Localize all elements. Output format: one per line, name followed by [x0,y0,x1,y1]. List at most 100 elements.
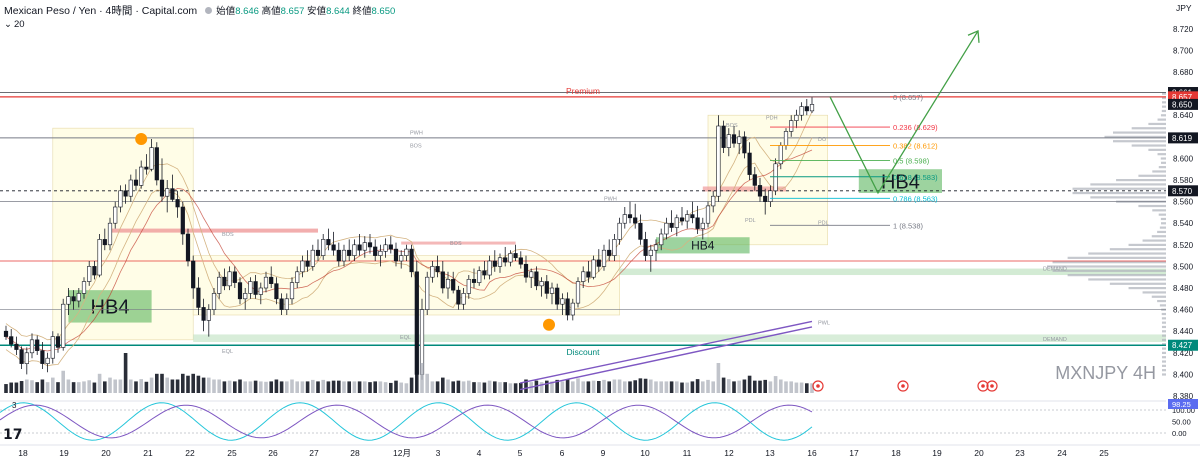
volume-bar [227,380,232,393]
volume-bar [727,379,731,393]
structure-label: PWH [604,197,617,203]
price-tick-label: 8.560 [1173,198,1194,207]
structure-labels: PWH BOS BOS BOS EQL EQL PWH BOS DO PDH PDL DEMAND DE… [222,116,1067,355]
candle [456,285,461,310]
candle [466,275,471,299]
candle-body [633,217,638,224]
volume-bar [753,380,757,393]
event-dot-icon [816,384,820,388]
volume-bar [217,379,221,393]
volume-bar [25,379,29,393]
candle [726,128,731,157]
candle [315,239,321,261]
candle-body [393,248,399,262]
candle-body [534,271,539,287]
event-circle-icon [986,380,998,392]
volume-profile-bar [1157,299,1166,303]
time-axis-label: 11 [683,448,692,458]
candle-body [258,287,263,295]
volume-profile-bar [1159,304,1166,307]
candle-body [295,271,300,283]
candle [45,352,50,373]
volume-bar [799,382,804,393]
volume-profile-bar [1148,122,1166,126]
price-badge [1168,91,1198,103]
tradingview-logo-icon[interactable]: 17 [3,427,23,443]
volume-bar [664,381,669,393]
candle [347,239,352,261]
candle [19,346,24,369]
volume-bar [295,381,299,393]
candle [295,266,300,288]
volume-profile-bar [1157,230,1166,234]
candle [269,266,274,288]
candle [679,207,685,226]
candle [503,246,508,267]
volume-profile-bar [1128,243,1166,246]
candle-body [648,249,653,256]
volume-bar [212,379,216,393]
candle-body [128,179,133,197]
volume-bar [732,381,736,393]
time-axis-label: 5 [518,448,523,458]
candle-body [284,298,289,310]
candle-body [243,293,248,300]
candle-body [716,125,721,197]
ohlc-high-label: 高値 [261,6,281,17]
chevron-down-icon[interactable]: ⌄ [4,19,12,30]
candle [643,231,648,261]
candle-body [378,250,383,256]
price-tick-label: 8.420 [1173,349,1194,358]
volume-toggle[interactable]: ⌄ 20 [4,19,25,30]
time-axis-label: 10 [640,448,650,458]
candle [622,207,627,229]
volume-bar [805,383,809,393]
volume-bar [233,381,237,393]
volume-profile-bar [1109,248,1166,251]
ohlc-open-value: 8.646 [235,6,259,17]
candle [139,160,144,189]
volume-bar [311,379,315,393]
candle [97,234,102,278]
candle [227,266,232,291]
volume-bar [789,381,793,393]
candle-body [274,283,279,300]
volume-bar [165,377,169,393]
candle-body [222,276,227,287]
volume-profile [1047,92,1166,376]
fib-label: 0 (8.657) [893,93,924,102]
candle [185,228,191,267]
candle [690,201,695,224]
candle-body [336,249,341,262]
candle-body [232,271,237,283]
time-axis-label: 18 [18,448,28,458]
volume-bar [638,378,643,393]
oscillator-value: 98.25 [1172,400,1191,409]
candle [76,288,81,308]
candle [123,184,128,204]
candle-body [466,279,471,294]
volume-profile-bar [1160,114,1166,117]
candle-body [133,179,139,186]
candle-body [352,244,357,256]
volume-bar [389,382,393,393]
volume-bar [175,379,180,393]
chart-title[interactable]: Mexican Peso / Yen · 4時間 · Capital.com [4,4,198,17]
price-badge-label: 8.619 [1172,134,1193,143]
volume-profile-bar [1161,338,1166,342]
volume-profile-bar [1090,183,1166,186]
candle [383,238,388,258]
candle-body [471,279,477,283]
volume-bar [30,380,34,393]
volume-bar [248,381,253,393]
candle [737,130,742,155]
candle [263,271,269,293]
candle-body [29,339,35,354]
candle [326,228,331,251]
volume-bar [305,381,310,393]
volume-bar [279,381,284,393]
candle-body [357,244,362,251]
candle-body [679,217,685,222]
volume-profile-bar [1116,179,1166,182]
